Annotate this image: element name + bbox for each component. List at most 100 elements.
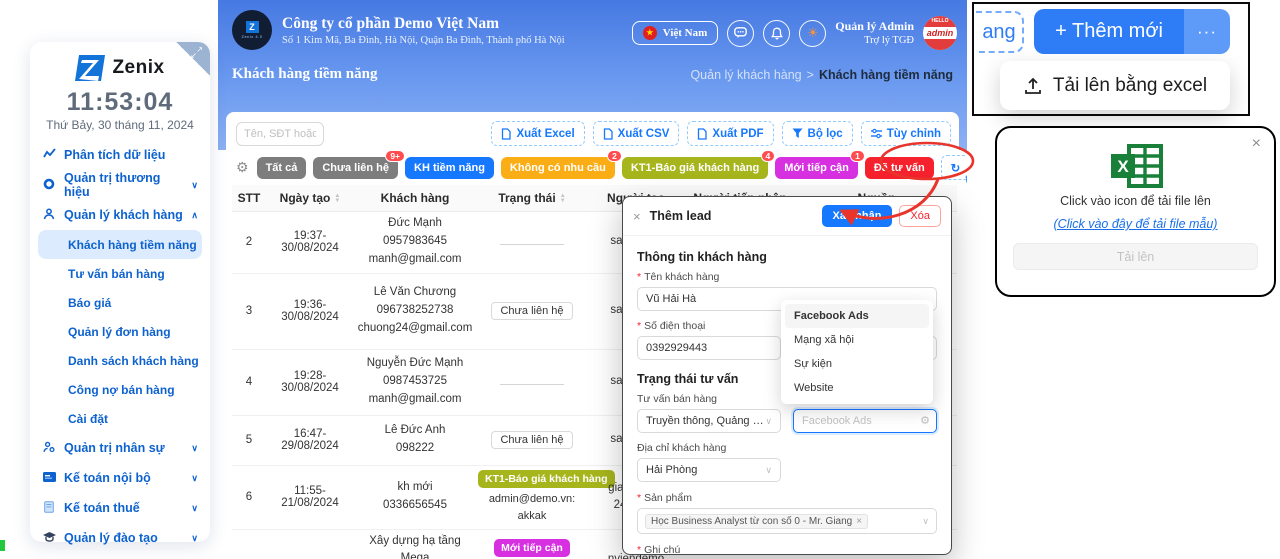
bell-icon[interactable] [763,19,791,47]
person-icon [42,207,56,223]
sidebar-item-internal-accounting[interactable]: Kế toán nội bộ ∨ [30,463,210,493]
sidebar-item-brand[interactable]: Quản trị thương hiệu ∨ [30,170,210,200]
upload-instruction: Click vào icon để tải file lên [1060,194,1211,208]
address-select[interactable]: Hải Phòng ∨ [637,458,781,482]
status-badge: Chưa liên hệ [491,302,573,320]
export-excel-button[interactable]: Xuất Excel [491,121,585,146]
chevron-down-icon: ∨ [191,442,198,453]
chevron-down-icon: ∨ [922,515,929,526]
logo-text: Zenix [112,57,165,78]
upload-icon [1024,77,1041,94]
page-title: Khách hàng tiềm năng [232,66,378,82]
sidebar-item-analytics[interactable]: Phân tích dữ liệu [30,140,210,170]
sort-icon[interactable]: ▲ ▼ [334,192,341,204]
chat-icon[interactable] [727,19,755,47]
gear-suffix-icon[interactable]: ⚙ [920,415,930,427]
filter-chip-no-contact[interactable]: Chưa liên hệ 9+ [313,149,406,179]
count-badge: 9+ [385,149,406,162]
excel-file-icon[interactable]: X [1109,144,1163,188]
company-logo-z: Z [245,21,259,33]
callout-add-new: ang + Thêm mới ··· Tải lên bằng excel [972,2,1250,116]
col-created[interactable]: Ngày tạo ▲ ▼ [266,185,354,212]
remove-tag-icon[interactable]: × [856,515,863,527]
theme-sun-icon[interactable]: ☀ [799,19,827,47]
sidebar-item-tax-accounting[interactable]: Kế toán thuế ∨ [30,493,210,523]
file-icon [502,127,512,140]
filter-chip-potential[interactable]: KH tiềm năng [405,156,494,179]
dropdown-option[interactable]: Website [794,382,834,394]
language-button[interactable]: ★ Việt Nam [631,21,719,45]
avatar[interactable]: HELLO admin [923,16,957,50]
section-consult-status: Trạng thái tư vấn [637,372,739,386]
upload-button-disabled[interactable]: Tải lên [1013,243,1258,270]
clock: 11:53:04 [66,88,174,116]
close-icon[interactable]: × [1251,135,1261,152]
more-options-button[interactable]: ··· [1184,9,1230,54]
sidebar-item-leads[interactable]: Khách hàng tiềm năng [38,230,202,259]
template-download-link[interactable]: (Click vào đây để tải file mẫu) [1053,217,1218,231]
dropdown-option[interactable]: Facebook Ads [785,304,929,328]
export-pdf-button[interactable]: Xuất PDF [687,121,774,146]
filter-chip-new-approach[interactable]: Mới tiếp cận 1 [775,149,865,179]
refresh-icon: ↻ [950,162,961,175]
empty-status-dash [500,384,564,385]
sidebar-item-settings[interactable]: Cài đặt [68,411,109,426]
chevron-down-icon: ∨ [765,464,772,475]
col-customer[interactable]: Khách hàng [354,185,476,212]
sidebar-item-customer-list[interactable]: Danh sách khách hàng [68,353,199,368]
export-csv-button[interactable]: Xuất CSV [592,121,680,146]
count-badge: 2 [607,149,622,162]
dropdown-option[interactable]: Sự kiện [794,358,832,370]
sidebar-item-training[interactable]: Quản lý đào tạo ∨ [30,523,210,553]
file-icon [603,127,613,140]
phone-input[interactable] [637,336,781,360]
breadcrumb: Quản lý khách hàng > Khách hàng tiềm năng [690,68,953,82]
user-info: Quản lý Admin Trợ lý TGĐ [835,19,914,47]
ring-icon [42,178,56,193]
upload-excel-menu-item[interactable]: Tải lên bằng excel [1000,61,1230,110]
line-chart-icon [42,148,56,162]
sort-icon[interactable]: ▲ ▼ [559,192,566,204]
vietnam-flag-icon: ★ [642,26,657,40]
modal-body: Thông tin khách hàng *Tên khách hàng *Số… [623,236,951,559]
product-select[interactable]: Học Business Analyst từ con số 0 - Mr. G… [637,508,937,534]
filter-button[interactable]: Bộ lọc [781,121,853,146]
col-stt[interactable]: STT [232,185,266,212]
add-new-split-button[interactable]: + Thêm mới ··· [1034,9,1230,54]
lead-source-input[interactable] [793,409,937,433]
search-input[interactable] [236,121,324,146]
chevron-down-icon: ∨ [191,502,198,513]
breadcrumb-parent[interactable]: Quản lý khách hàng [690,68,802,82]
add-new-label[interactable]: + Thêm mới [1034,9,1184,54]
confirm-button[interactable]: Xác nhận [821,205,893,227]
dropdown-option[interactable]: Mạng xã hội [794,334,854,346]
sidebar-item-sales-consulting[interactable]: Tư vấn bán hàng [68,266,165,281]
filter-chip-consulted[interactable]: Đã tư vấn [864,156,934,179]
sidebar-item-orders[interactable]: Quản lý đơn hàng [68,324,171,339]
lead-source-dropdown: Facebook Ads Mạng xã hội Sự kiện Website [781,300,933,404]
empty-status-dash [500,244,564,245]
sidebar-item-receivables[interactable]: Công nợ bán hàng [68,382,175,397]
sidebar-nav: Phân tích dữ liệu Quản trị thương hiệu ∨… [30,140,210,553]
filter-chip-all[interactable]: Tất cả [256,156,307,179]
customize-button[interactable]: Tùy chỉnh [860,121,951,146]
sidebar-collapse-icon[interactable]: ↗ ↙ [176,42,210,76]
gear-icon[interactable]: ⚙ [236,159,249,175]
customers-submenu: Khách hàng tiềm năng Tư vấn bán hàng Báo… [30,230,210,433]
file-icon [698,127,708,140]
sidebar-item-customers[interactable]: Quản lý khách hàng ∧ [30,200,210,230]
filter-chip-no-need[interactable]: Không có nhu cầu 2 [500,149,622,179]
close-icon[interactable]: × [633,208,641,224]
consult-select[interactable]: Truyền thông, Quảng cáo Marketing ∨ [637,409,781,433]
col-status[interactable]: Trạng thái ▲ ▼ [476,185,588,212]
chevron-down-icon: ∨ [191,179,198,190]
delete-button[interactable]: Xóa [899,205,941,227]
add-lead-modal: × Thêm lead Xác nhận Xóa Thông tin khách… [622,196,952,556]
sidebar-item-quotes[interactable]: Báo giá [68,295,112,310]
product-tag: Học Business Analyst từ con số 0 - Mr. G… [645,513,869,529]
user-name: Quản lý Admin [835,18,914,33]
refresh-page-button[interactable]: ↻ Làm mới trang [940,155,967,186]
filter-chip-kt1[interactable]: KT1-Báo giá khách hàng 4 [621,149,776,179]
sidebar-item-hr[interactable]: Quản trị nhân sự ∨ [30,433,210,463]
company-address: Số 1 Kim Mã, Ba Đình, Hà Nội, Quận Ba Đì… [282,34,565,46]
